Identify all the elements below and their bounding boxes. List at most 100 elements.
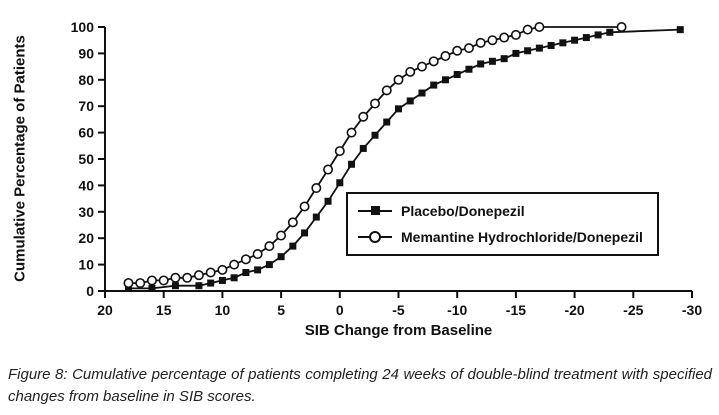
filled-square-marker <box>289 242 297 250</box>
open-circle-marker <box>240 254 251 265</box>
filled-square-marker <box>230 274 238 282</box>
filled-square-marker <box>207 279 215 287</box>
filled-square-marker <box>465 65 473 73</box>
filled-square-marker <box>171 282 179 290</box>
open-circle-marker <box>205 267 216 278</box>
filled-square-marker <box>395 105 402 113</box>
filled-square-marker <box>418 89 426 97</box>
y-axis-label: Cumulative Percentage of Patients <box>11 35 29 282</box>
filled-square-marker <box>148 284 156 292</box>
x-tick-label: 15 <box>156 302 172 318</box>
y-tick-label: 60 <box>78 125 94 141</box>
open-circle-marker <box>499 32 510 43</box>
y-tick-label: 30 <box>78 204 94 220</box>
open-circle-marker <box>487 35 498 46</box>
open-circle-marker <box>299 201 310 212</box>
open-circle-marker <box>193 270 204 281</box>
open-circle-marker <box>534 21 545 32</box>
filled-square-marker <box>477 60 485 68</box>
filled-square-marker <box>571 36 579 44</box>
open-circle-marker <box>616 21 627 32</box>
filled-square-marker <box>242 269 250 277</box>
open-circle-marker <box>393 74 404 85</box>
filled-square-marker <box>324 197 332 205</box>
x-tick-label: 5 <box>277 302 285 318</box>
filled-square-marker <box>265 261 273 269</box>
filled-square-marker <box>312 213 320 221</box>
filled-square-marker <box>500 55 508 63</box>
open-circle-marker <box>428 56 439 67</box>
y-tick-label: 50 <box>78 151 94 167</box>
filled-square-marker <box>453 71 461 79</box>
filled-square-marker-icon <box>358 206 392 215</box>
open-circle-marker <box>522 24 533 35</box>
filled-square-marker <box>348 160 356 168</box>
open-circle-marker <box>370 98 381 109</box>
filled-square-marker <box>430 81 438 89</box>
filled-square-marker <box>124 284 132 292</box>
open-circle-marker <box>182 272 193 283</box>
filled-square-marker <box>535 44 543 52</box>
legend-item-memantine-donepezil: Memantine Hydrochloride/Donepezil <box>358 229 643 245</box>
y-tick-label: 20 <box>78 230 94 246</box>
open-circle-marker <box>158 275 169 286</box>
filled-square-marker <box>301 229 309 237</box>
open-circle-marker <box>276 230 287 241</box>
open-circle-marker <box>334 146 345 157</box>
y-tick-label: 80 <box>78 72 94 88</box>
filled-square-marker <box>359 144 367 152</box>
open-circle-marker <box>287 217 298 228</box>
filled-square-marker <box>371 131 379 139</box>
open-circle-marker <box>217 264 228 275</box>
open-circle-marker <box>123 278 134 289</box>
filled-square-marker <box>441 76 449 84</box>
figure-caption-text: Cumulative percentage of patients comple… <box>8 366 713 405</box>
open-circle-marker <box>405 66 416 77</box>
filled-square-marker <box>277 253 285 261</box>
x-tick-label: -15 <box>506 302 526 318</box>
open-circle-marker <box>229 259 240 270</box>
x-tick-label: 0 <box>336 302 344 318</box>
open-circle-marker <box>416 61 427 72</box>
filled-square-marker <box>524 47 532 55</box>
x-tick-label: -20 <box>564 302 584 318</box>
filled-square-marker <box>606 28 614 36</box>
open-circle-marker <box>252 249 263 260</box>
open-circle-marker <box>452 45 463 56</box>
filled-square-marker <box>512 49 520 57</box>
figure-caption-label: Figure 8: <box>8 366 68 383</box>
open-circle-marker <box>170 272 181 283</box>
filled-square-marker <box>488 57 496 65</box>
legend-item-placebo-donepezil: Placebo/Donepezil <box>358 203 643 219</box>
open-circle-marker <box>323 164 334 175</box>
x-tick-label: -5 <box>392 302 405 318</box>
legend-label-memantine-donepezil: Memantine Hydrochloride/Donepezil <box>401 229 643 245</box>
x-tick-label: -10 <box>447 302 467 318</box>
open-circle-marker <box>510 29 521 40</box>
filled-square-marker <box>547 41 555 49</box>
open-circle-marker-icon <box>358 231 392 243</box>
open-circle-marker <box>311 183 322 194</box>
x-tick-label: -25 <box>623 302 643 318</box>
filled-square-marker <box>406 97 414 105</box>
chart-legend: Placebo/Donepezil Memantine Hydrochlorid… <box>346 192 659 256</box>
y-tick-label: 10 <box>78 257 94 273</box>
filled-square-marker <box>218 276 226 284</box>
figure-caption: Figure 8: Cumulative percentage of patie… <box>8 364 712 408</box>
filled-square-marker <box>254 266 262 274</box>
open-circle-marker <box>346 127 357 138</box>
x-axis-label: SIB Change from Baseline <box>304 322 493 339</box>
open-circle-marker <box>475 37 486 48</box>
y-tick-label: 90 <box>78 45 94 61</box>
y-tick-label: 70 <box>78 98 94 114</box>
open-circle-marker <box>135 278 146 289</box>
open-circle-marker <box>463 43 474 54</box>
sib-cumulative-chart: 0 10 20 30 40 50 60 70 80 90 100 20 15 10 5 0 -5 -10 -15 -2… <box>11 19 703 339</box>
filled-square-marker <box>559 39 567 47</box>
x-tick-label: -30 <box>682 302 702 318</box>
filled-square-marker <box>582 34 590 42</box>
filled-square-marker <box>195 282 203 290</box>
open-circle-marker <box>146 275 157 286</box>
open-circle-marker <box>358 111 369 122</box>
